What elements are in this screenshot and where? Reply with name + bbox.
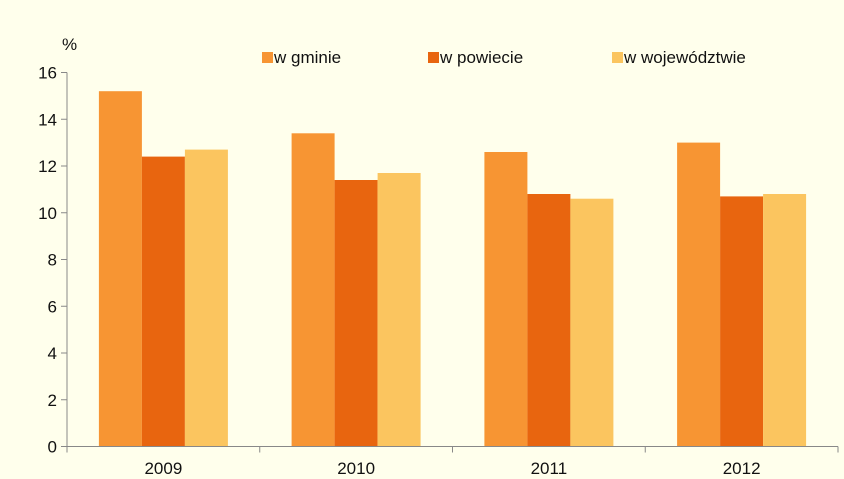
bar-2010-series-1 [291, 133, 335, 447]
legend-swatch-2 [428, 52, 439, 63]
y-tick-label: 10 [38, 204, 57, 223]
y-tick-label: 16 [38, 64, 57, 83]
bar-2011-series-3 [570, 198, 614, 447]
y-tick-label: 4 [48, 344, 57, 363]
bar-2010-series-2 [334, 180, 378, 447]
bar-2012-series-1 [677, 142, 721, 447]
x-tick-label-2010: 2010 [337, 459, 375, 478]
y-tick-label: 14 [38, 110, 57, 129]
y-tick-label: 8 [48, 251, 57, 270]
y-tick-label: 6 [48, 297, 57, 316]
axes-layer: 0 2 4 6 8 10 12 14 16% 2009 2010 2011 2012 [38, 35, 839, 478]
bar-2012-series-2 [720, 196, 764, 447]
legend: w gminie w powiecie w województwie [262, 48, 746, 67]
legend-swatch-3 [612, 52, 623, 63]
legend-label-2: w powiecie [439, 48, 523, 67]
bar-2009-series-2 [141, 156, 185, 447]
x-tick-label-2009: 2009 [144, 459, 182, 478]
bar-2010-series-3 [377, 173, 421, 447]
y-axis-unit-label: % [62, 35, 77, 54]
x-tick-label-2011: 2011 [531, 459, 568, 478]
y-tick-label: 2 [48, 391, 57, 410]
bar-2011-series-1 [484, 152, 528, 447]
legend-label-1: w gminie [273, 48, 341, 67]
bar-2009-series-1 [98, 91, 142, 447]
bar-2011-series-2 [527, 194, 571, 447]
x-tick-label-2012: 2012 [723, 459, 761, 478]
y-tick-label: 0 [48, 438, 57, 457]
legend-label-3: w województwie [623, 48, 746, 67]
legend-swatch-1 [262, 52, 273, 63]
bar-2009-series-3 [184, 149, 228, 447]
bar-2012-series-3 [763, 194, 807, 447]
bars-layer [98, 91, 807, 447]
y-tick-label: 12 [38, 157, 57, 176]
